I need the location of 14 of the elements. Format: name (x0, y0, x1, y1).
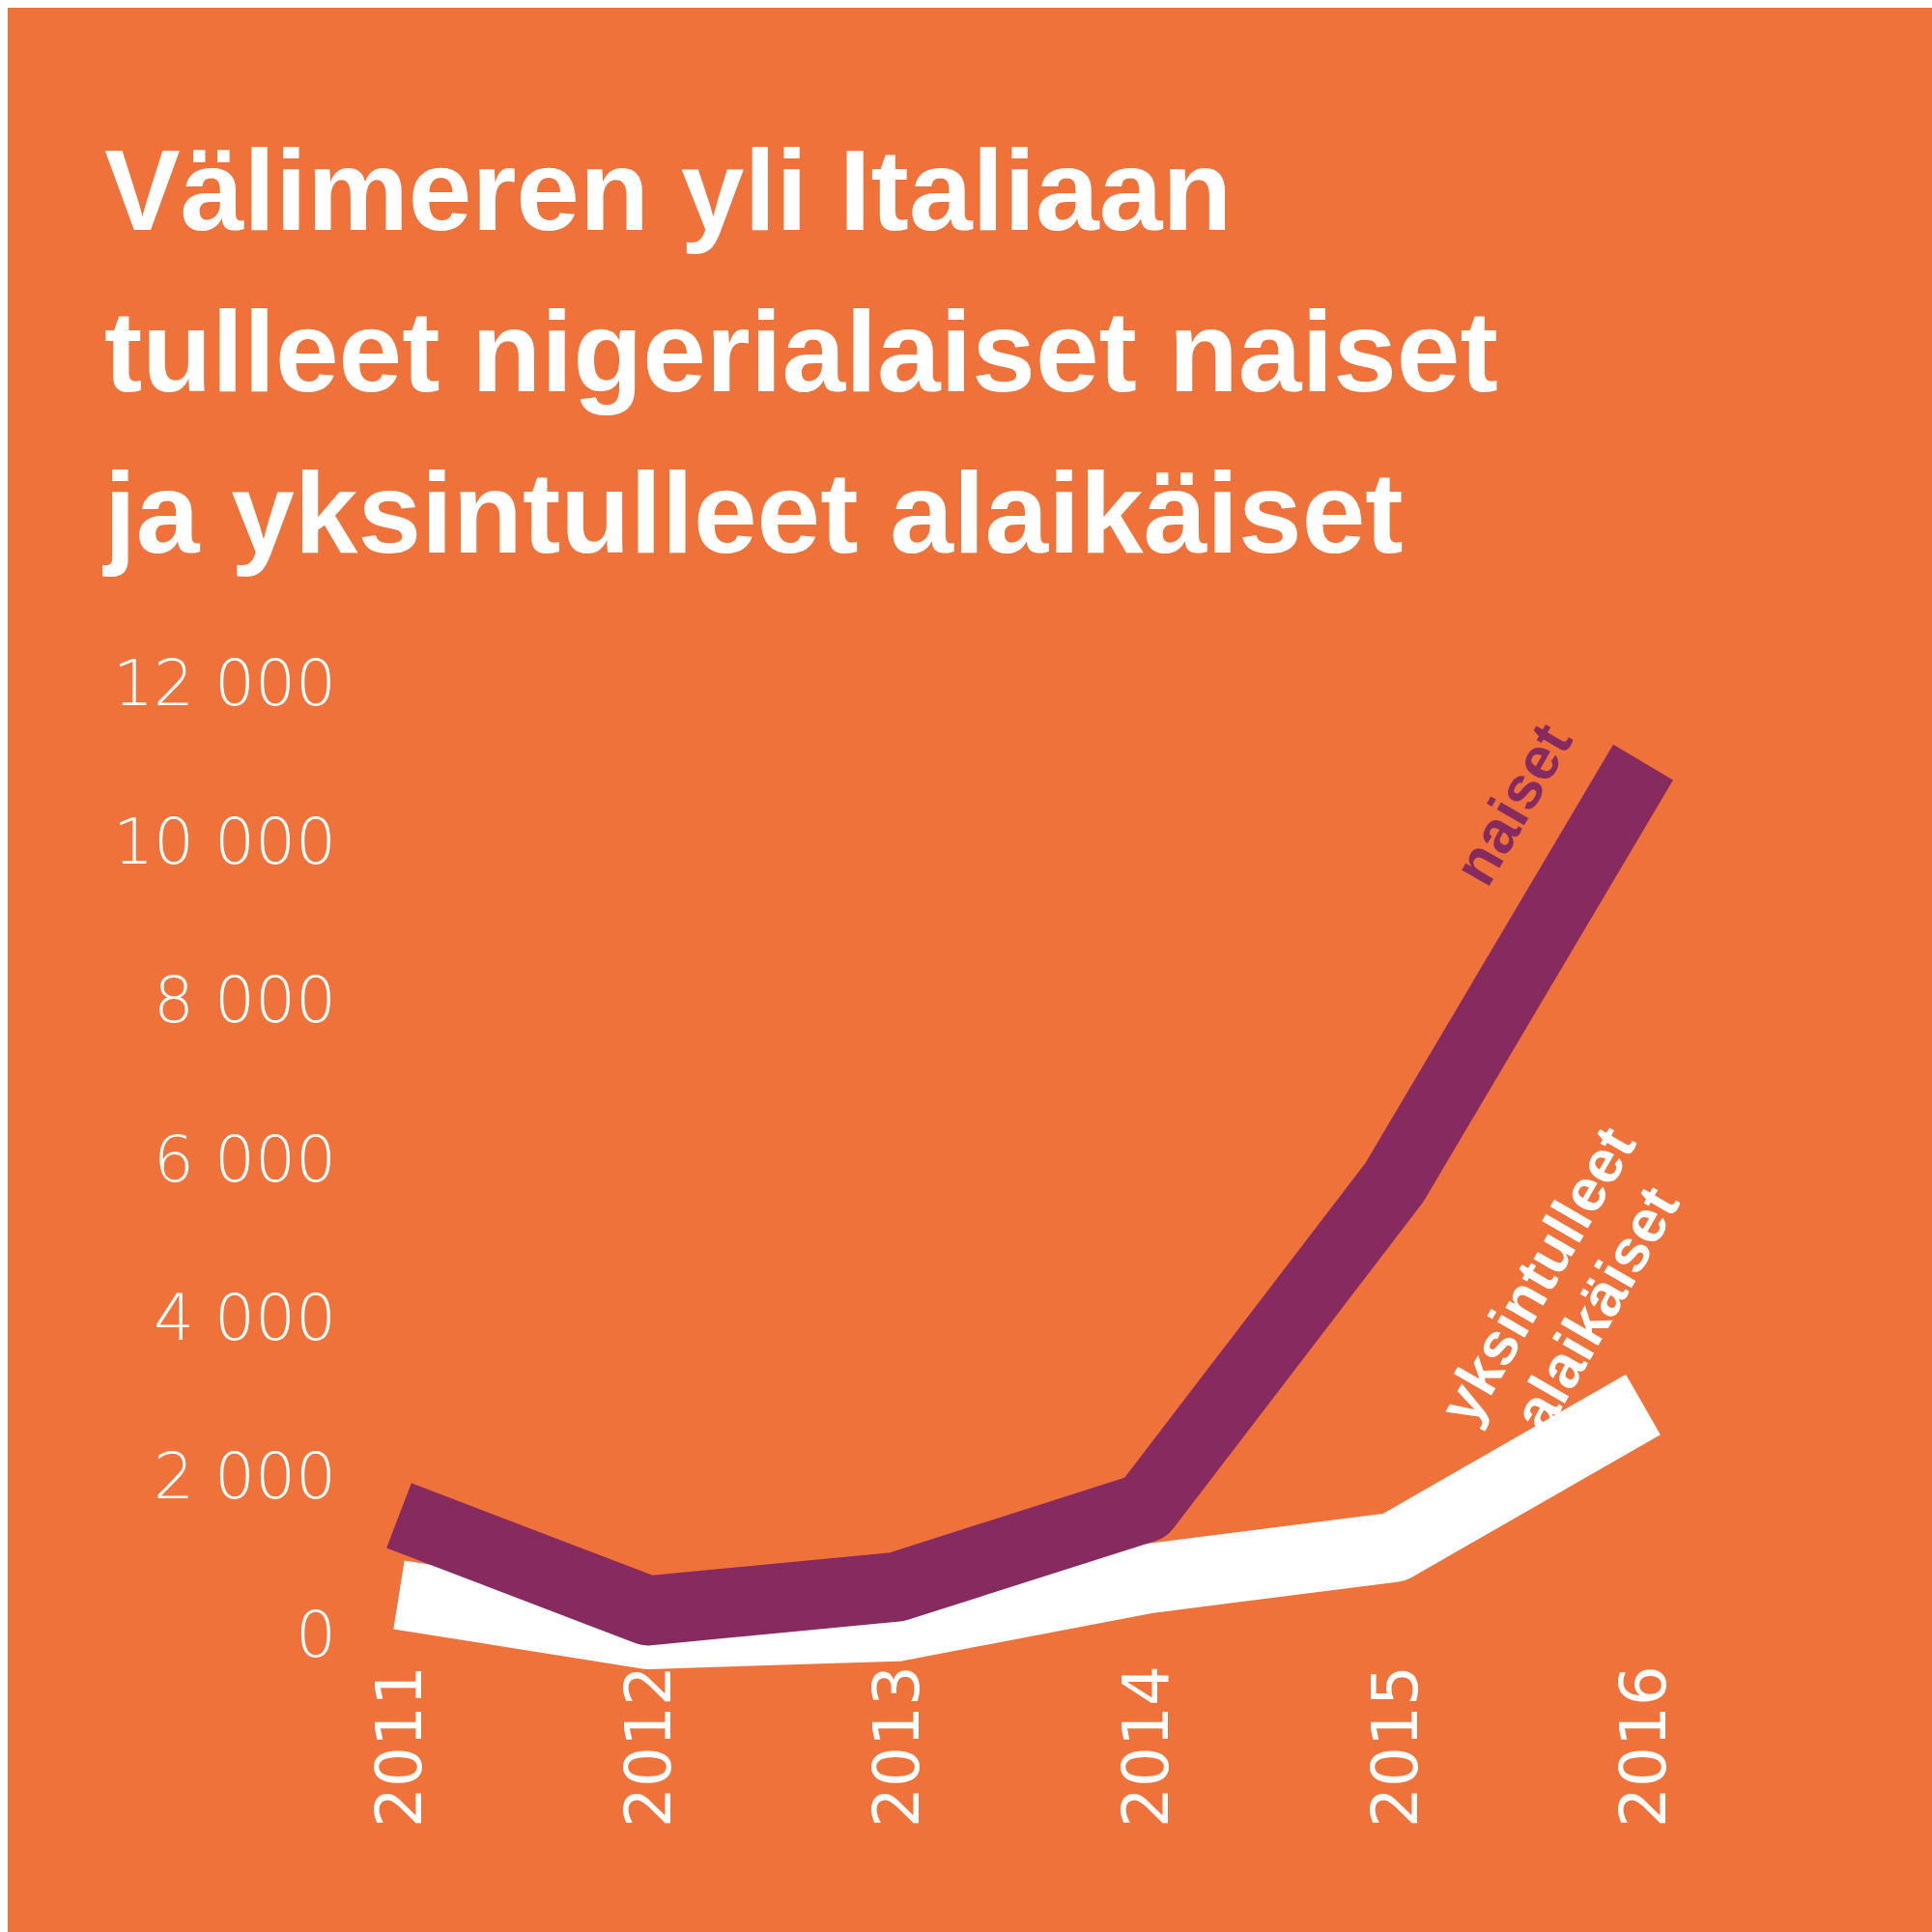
y-tick-label: 0 (296, 1598, 336, 1673)
y-tick-label: 2 000 (154, 1438, 336, 1514)
y-tick-label: 8 000 (154, 963, 336, 1038)
x-tick-label: 2015 (1357, 1665, 1433, 1828)
x-tick-label: 2014 (1108, 1665, 1183, 1828)
x-tick-label: 2012 (611, 1665, 686, 1828)
x-tick-label: 2011 (362, 1665, 438, 1828)
y-tick-label: 6 000 (154, 1122, 336, 1197)
x-tick-label: 2016 (1606, 1665, 1682, 1828)
chart-title: Välimeren yli Italiaan tulleet nigerialaiset naiset ja yksintulleet alaikäiset (102, 127, 1498, 577)
y-tick-label: 10 000 (113, 805, 336, 880)
y-tick-label: 12 000 (113, 646, 336, 722)
x-tick-label: 2013 (860, 1665, 935, 1828)
y-tick-label: 4 000 (154, 1280, 336, 1355)
